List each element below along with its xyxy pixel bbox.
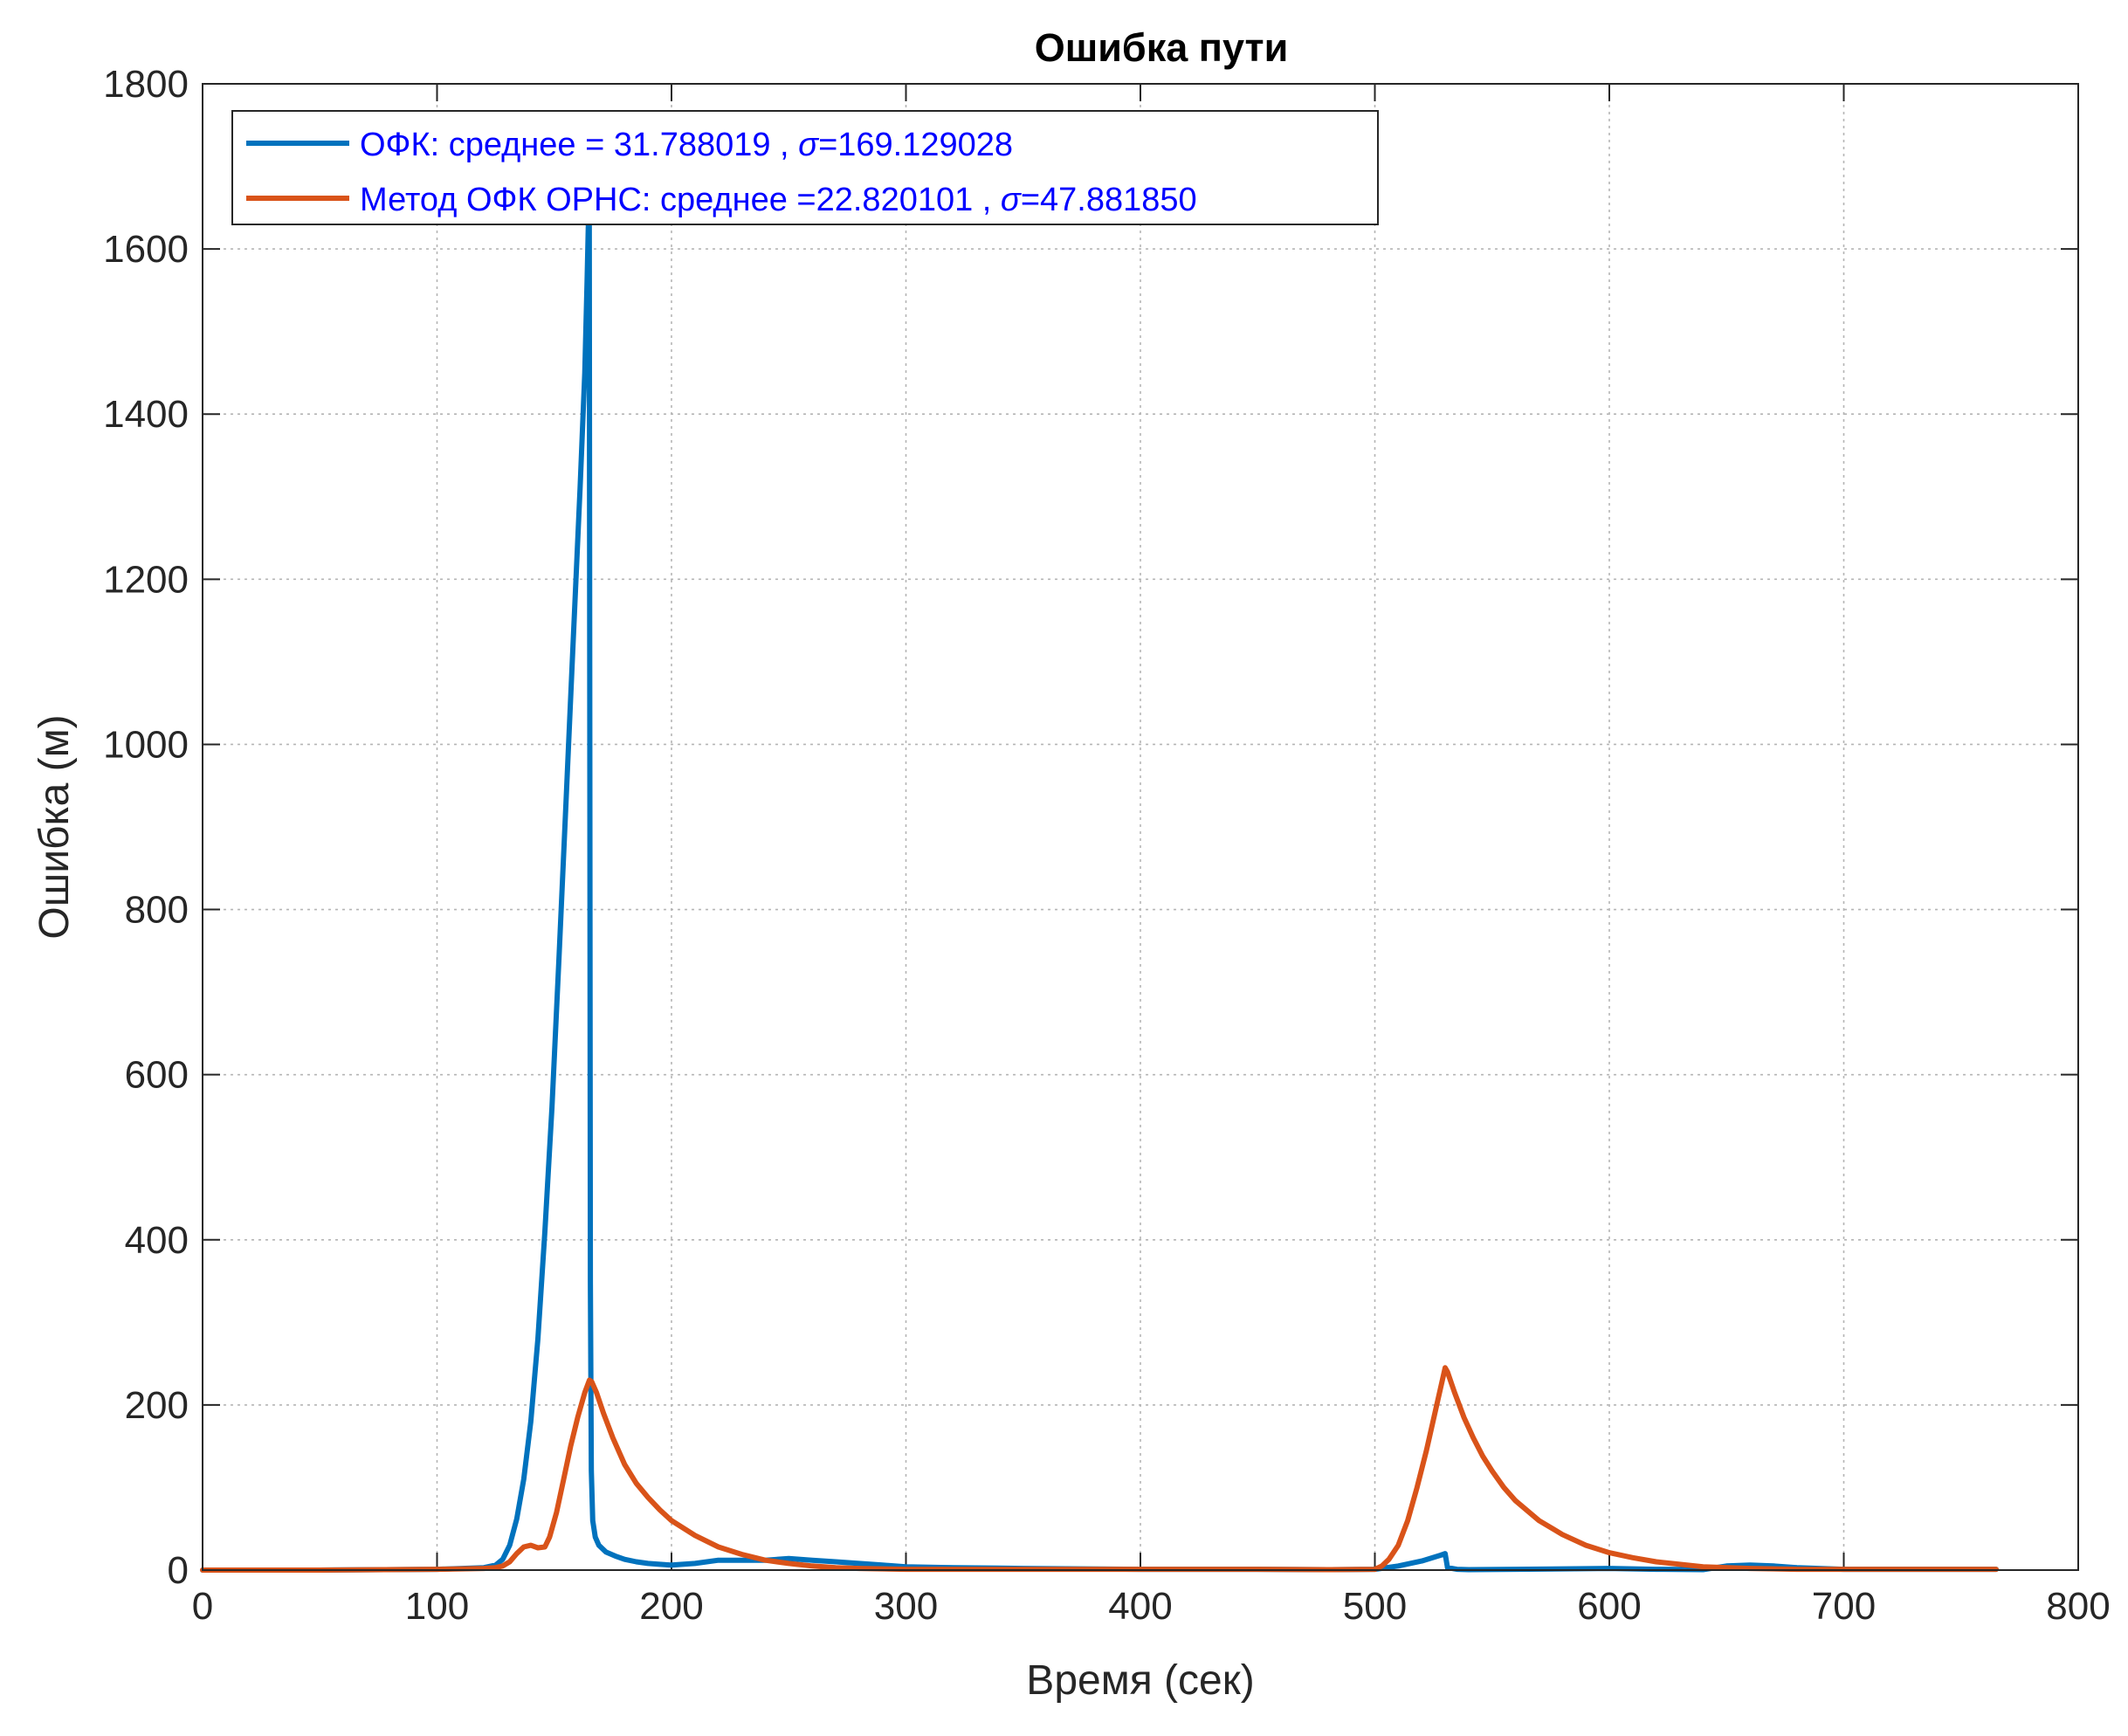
y-tick-label: 0 bbox=[168, 1549, 189, 1592]
legend-entry-ofk-orns-prefix: Метод ОФК ОРНС: среднее =22.820101 , bbox=[360, 182, 1001, 218]
legend-box bbox=[231, 110, 1379, 225]
y-axis-label: Ошибка (м) bbox=[31, 714, 78, 939]
x-tick-label: 700 bbox=[1812, 1585, 1876, 1628]
legend-entry-ofk-sigma: σ bbox=[798, 127, 820, 163]
y-tick-label: 200 bbox=[125, 1384, 189, 1427]
legend: ОФК: среднее = 31.788019 , σ=169.129028 … bbox=[231, 110, 1379, 225]
x-tick-label: 100 bbox=[405, 1585, 469, 1628]
chart-title: Ошибка пути bbox=[1035, 25, 1288, 70]
legend-entry-ofk-prefix: ОФК: среднее = 31.788019 , bbox=[360, 127, 798, 163]
y-tick-label: 800 bbox=[125, 889, 189, 932]
legend-entry-ofk-orns-suffix: =47.881850 bbox=[1021, 182, 1197, 218]
legend-entry-ofk: ОФК: среднее = 31.788019 , σ=169.129028 bbox=[360, 127, 1013, 163]
legend-entry-ofk-orns-sigma: σ bbox=[1001, 182, 1023, 218]
x-tick-label: 400 bbox=[1108, 1585, 1172, 1628]
x-tick-label: 800 bbox=[2046, 1585, 2110, 1628]
x-tick-label: 200 bbox=[639, 1585, 703, 1628]
y-tick-label: 1000 bbox=[103, 723, 189, 766]
y-tick-label: 1200 bbox=[103, 558, 189, 601]
y-tick-label: 1800 bbox=[103, 63, 189, 106]
x-tick-label: 600 bbox=[1577, 1585, 1641, 1628]
plot-frame bbox=[202, 83, 2079, 1571]
y-tick-label: 600 bbox=[125, 1054, 189, 1097]
y-tick-label: 1600 bbox=[103, 228, 189, 271]
x-tick-label: 500 bbox=[1343, 1585, 1407, 1628]
x-tick-label: 300 bbox=[874, 1585, 938, 1628]
legend-entry-ofk-suffix: =169.129028 bbox=[818, 127, 1013, 163]
y-tick-labels: 0 200 400 600 800 1000 1200 1400 1600 1800 bbox=[103, 63, 189, 1592]
x-axis-label: Время (сек) bbox=[1026, 1657, 1254, 1704]
y-tick-label: 400 bbox=[125, 1219, 189, 1262]
legend-entry-ofk-orns: Метод ОФК ОРНС: среднее =22.820101 , σ=4… bbox=[360, 182, 1197, 218]
grid bbox=[203, 84, 2078, 1570]
x-tick-labels: 0 100 200 300 400 500 600 700 800 bbox=[192, 1585, 2111, 1628]
series-line-ofk-orns bbox=[200, 1365, 1999, 1573]
y-tick-label: 1400 bbox=[103, 393, 189, 436]
x-tick-label: 0 bbox=[192, 1585, 213, 1628]
